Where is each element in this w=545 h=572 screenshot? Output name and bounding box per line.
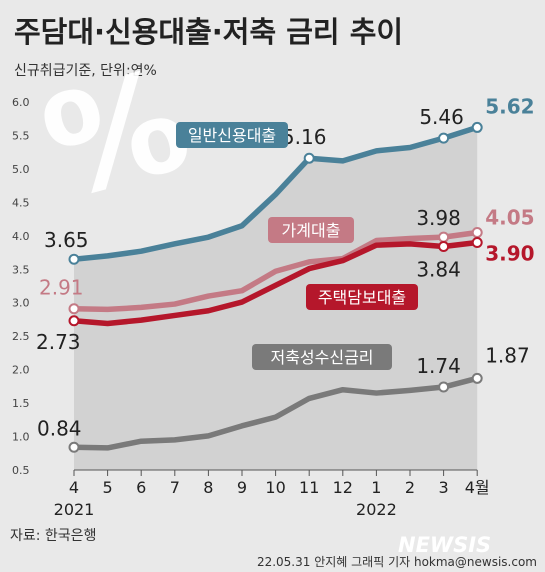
data-point-household_loan bbox=[68, 303, 80, 315]
y-tick-label: 5.0 bbox=[12, 163, 30, 176]
chart-title: 주담대·신용대출·저축 금리 추이 bbox=[14, 15, 403, 49]
data-label-credit_loan: 5.62 bbox=[485, 94, 534, 118]
y-tick-label: 2.0 bbox=[12, 364, 30, 377]
newsis-watermark: NEWSIS bbox=[398, 533, 491, 557]
series-points bbox=[68, 121, 483, 453]
data-labels: 3.65 5.16 5.46 5.62 2.91 3.98 4.05 2.73 3.84 3.90… bbox=[36, 94, 535, 440]
x-tick-label: 5 bbox=[103, 478, 113, 497]
y-tick-label: 0.5 bbox=[12, 464, 30, 477]
plot-area bbox=[74, 127, 478, 471]
data-point-household_loan bbox=[438, 231, 450, 243]
data-point-mortgage_loan bbox=[471, 237, 483, 249]
data-label-credit_loan: 5.16 bbox=[282, 125, 327, 149]
y-tick-label: 1.5 bbox=[12, 397, 30, 410]
legend-tag-mortgage_loan bbox=[306, 284, 418, 310]
data-point-household_loan bbox=[471, 226, 483, 238]
data-label-household_loan: 2.91 bbox=[39, 276, 84, 300]
data-point-savings bbox=[68, 441, 80, 453]
data-label-savings: 0.84 bbox=[37, 416, 82, 440]
x-tick-label: 3 bbox=[439, 478, 449, 497]
y-tick-label: 3.0 bbox=[12, 297, 30, 310]
series-line-credit_loan bbox=[71, 124, 480, 262]
series-line-savings bbox=[71, 375, 480, 451]
credit-line: 22.05.31 안지혜 그래픽 기자 hokma@newsis.com bbox=[257, 555, 537, 569]
data-point-savings bbox=[471, 372, 483, 384]
legend-label-household_loan: 가계대출 bbox=[282, 221, 341, 240]
y-tick-label: 4.5 bbox=[12, 196, 30, 209]
x-tick-label: 4월 bbox=[465, 478, 490, 497]
data-label-credit_loan: 3.65 bbox=[44, 228, 89, 252]
x-tick-label: 11 bbox=[299, 478, 319, 497]
y-tick-label: 3.5 bbox=[12, 263, 30, 276]
x-tick-label: 4 bbox=[69, 478, 79, 497]
unit-note: 신규취급기준, 단위:연% bbox=[14, 63, 157, 79]
area-under-credit-loan bbox=[74, 127, 478, 471]
y-tick-label: 1.0 bbox=[12, 431, 30, 444]
year-label: 2022 bbox=[356, 500, 397, 519]
data-label-credit_loan: 5.46 bbox=[419, 105, 464, 129]
x-tick-label: 10 bbox=[265, 478, 285, 497]
data-point-mortgage_loan bbox=[438, 241, 450, 253]
data-point-credit_loan bbox=[303, 152, 315, 164]
y-tick-label: 6.0 bbox=[12, 96, 30, 109]
data-label-mortgage_loan: 3.90 bbox=[485, 242, 534, 266]
data-point-credit_loan bbox=[68, 253, 80, 265]
data-point-savings bbox=[438, 381, 450, 393]
x-tick-label: 8 bbox=[203, 478, 213, 497]
y-tick-label: 5.5 bbox=[12, 129, 30, 142]
data-point-mortgage_loan bbox=[68, 315, 80, 327]
x-tick-label: 12 bbox=[333, 478, 353, 497]
x-tick-label: 9 bbox=[237, 478, 247, 497]
x-tick-label: 6 bbox=[136, 478, 146, 497]
year-label: 2021 bbox=[54, 500, 95, 519]
data-point-credit_loan bbox=[438, 132, 450, 144]
x-tick-label: 1 bbox=[371, 478, 381, 497]
series-line-mortgage_loan bbox=[71, 239, 480, 327]
y-tick-label: 4.0 bbox=[12, 230, 30, 243]
data-label-savings: 1.87 bbox=[485, 343, 530, 367]
data-label-household_loan: 4.05 bbox=[485, 205, 534, 229]
data-label-mortgage_loan: 3.84 bbox=[416, 258, 461, 282]
data-point-credit_loan bbox=[471, 121, 483, 133]
legend-label-savings: 저축성수신금리 bbox=[270, 348, 373, 367]
data-label-savings: 1.74 bbox=[416, 354, 461, 378]
legend-tag-savings bbox=[252, 344, 392, 370]
x-tick-label: 2 bbox=[405, 478, 415, 497]
legend-tag-household_loan bbox=[268, 217, 354, 243]
data-label-household_loan: 3.98 bbox=[416, 206, 461, 230]
series-line-household_loan bbox=[71, 229, 480, 313]
y-axis-ticks: 0.5 1.0 1.5 2.0 2.5 3.0 3.5 4.0 4.5 5.0 5.5 6.0 bbox=[12, 96, 30, 477]
legend-label-mortgage_loan: 주택담보대출 bbox=[318, 288, 406, 307]
data-label-mortgage_loan: 2.73 bbox=[36, 330, 81, 354]
x-tick-label: 7 bbox=[170, 478, 180, 497]
series-lines bbox=[71, 124, 480, 451]
source-note: 자료: 한국은행 bbox=[10, 528, 96, 544]
legend-tag-credit_loan bbox=[176, 122, 288, 148]
y-tick-label: 2.5 bbox=[12, 330, 30, 343]
legend-label-credit_loan: 일반신용대출 bbox=[188, 126, 276, 145]
